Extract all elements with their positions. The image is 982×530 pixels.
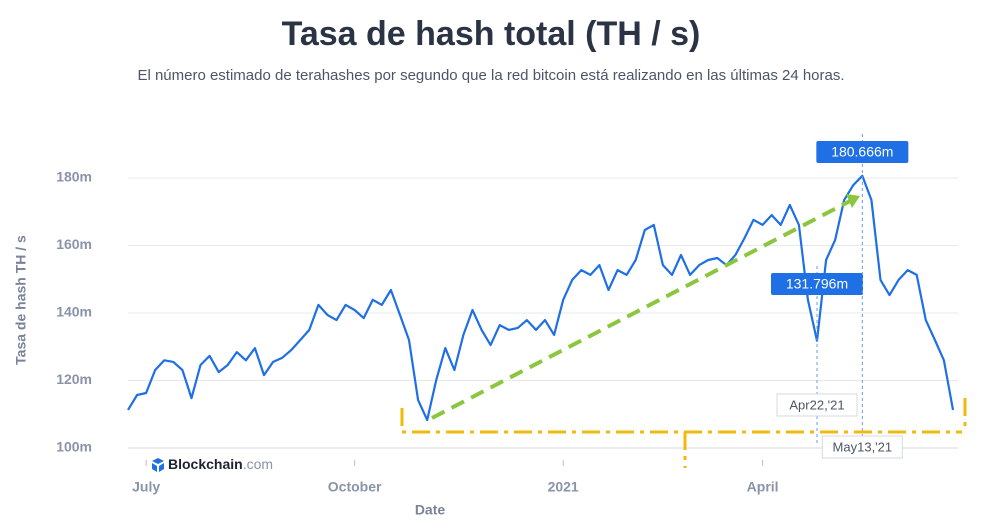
hash-rate-line (127, 174, 955, 422)
brand-name-main: Blockchain (168, 456, 243, 472)
chart-subtitle: El número estimado de terahashes por seg… (137, 67, 844, 84)
brand: Blockchain.com (152, 456, 273, 472)
x-tick-label: October (328, 479, 382, 495)
x-axis-label: Date (415, 502, 446, 518)
x-tick-label: July (132, 479, 160, 495)
date-label-box (776, 393, 858, 417)
value-label: 180.666m (831, 144, 893, 160)
date-label: Apr22,'21 (789, 397, 844, 412)
y-tick-label: 100m (56, 439, 92, 455)
brand-logo (152, 458, 164, 472)
y-tick-label: 140m (56, 304, 92, 320)
brand-name-suffix: .com (243, 456, 273, 472)
y-tick-label: 120m (56, 371, 92, 387)
brand-name: Blockchain.com (168, 456, 273, 472)
value-label: 131.796m (786, 276, 848, 292)
chart-title: Tasa de hash total (TH / s) (282, 15, 701, 53)
y-tick-label: 180m (56, 169, 92, 185)
trend-arrow (431, 198, 853, 420)
x-tick-label: 2021 (548, 479, 579, 495)
plot-area: 100m 120m 140m 160m 180m July October 2021 April… (56, 134, 958, 495)
x-tick-label: April (747, 479, 779, 495)
y-tick-label: 160m (56, 236, 92, 252)
trend-arrow-head (846, 194, 860, 208)
value-label-box (816, 141, 909, 163)
date-label: May13,'21 (833, 439, 893, 454)
y-axis-label: Tasa de hash TH / s (13, 235, 29, 365)
date-label-box (821, 435, 903, 459)
value-label-box (771, 273, 864, 295)
highlight-box (400, 398, 967, 468)
